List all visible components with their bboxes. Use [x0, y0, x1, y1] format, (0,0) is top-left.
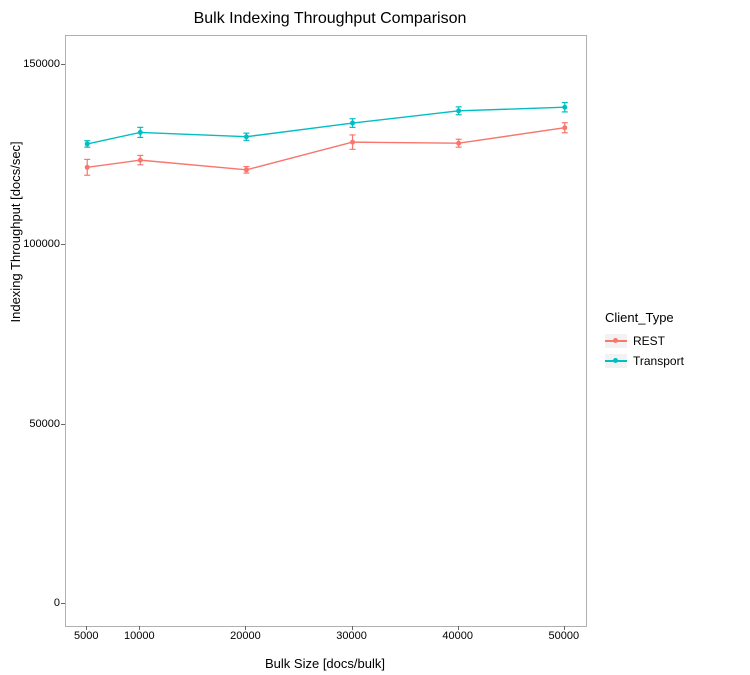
y-tick-label: 0: [5, 597, 60, 609]
data-point: [456, 141, 461, 146]
y-tick-label: 100000: [5, 238, 60, 250]
x-tick-mark: [86, 626, 87, 630]
legend-label: Transport: [633, 354, 684, 368]
data-point: [350, 121, 355, 126]
data-point: [244, 134, 249, 139]
data-point: [138, 158, 143, 163]
data-point: [244, 167, 249, 172]
chart-title: Bulk Indexing Throughput Comparison: [0, 10, 660, 28]
legend-item: Transport: [605, 351, 684, 371]
chart-container: Bulk Indexing Throughput Comparison Inde…: [0, 0, 750, 675]
legend-title: Client_Type: [605, 310, 684, 325]
y-tick-label: 50000: [5, 418, 60, 430]
legend-items: REST Transport: [605, 331, 684, 371]
x-tick-mark: [352, 626, 353, 630]
y-tick-mark: [61, 244, 65, 245]
data-point: [456, 108, 461, 113]
x-tick-mark: [139, 626, 140, 630]
legend-item: REST: [605, 331, 684, 351]
legend-swatch: [605, 334, 627, 348]
y-tick-mark: [61, 64, 65, 65]
legend-label: REST: [633, 334, 665, 348]
x-tick-label: 5000: [74, 630, 98, 642]
data-point: [562, 125, 567, 130]
x-tick-label: 30000: [336, 630, 367, 642]
legend-swatch: [605, 354, 627, 368]
data-point: [85, 141, 90, 146]
series-line: [87, 128, 565, 170]
x-tick-mark: [458, 626, 459, 630]
y-tick-label: 150000: [5, 58, 60, 70]
x-tick-label: 50000: [548, 630, 579, 642]
y-tick-mark: [61, 603, 65, 604]
x-axis-label: Bulk Size [docs/bulk]: [65, 656, 585, 671]
x-tick-mark: [245, 626, 246, 630]
y-axis-label: Indexing Throughput [docs/sec]: [8, 141, 23, 322]
data-point: [138, 130, 143, 135]
plot-area: [65, 35, 587, 627]
data-point: [85, 165, 90, 170]
y-tick-mark: [61, 424, 65, 425]
plot-svg: [66, 36, 586, 626]
data-point: [350, 140, 355, 145]
x-tick-mark: [564, 626, 565, 630]
data-point: [562, 105, 567, 110]
x-tick-label: 40000: [442, 630, 473, 642]
x-tick-label: 20000: [230, 630, 261, 642]
x-tick-label: 10000: [124, 630, 155, 642]
legend: Client_Type REST Transport: [605, 310, 684, 371]
